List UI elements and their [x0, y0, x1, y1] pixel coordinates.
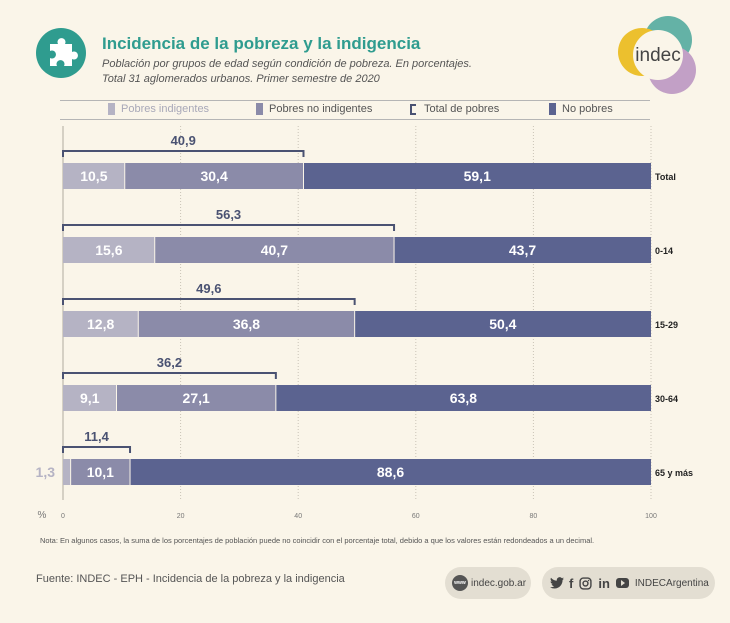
- total-label: 56,3: [216, 207, 241, 222]
- website-link[interactable]: www indec.gob.ar: [445, 567, 531, 599]
- total-bracket: [62, 150, 305, 157]
- data-label: 12,8: [87, 316, 114, 332]
- legend-label: Total de pobres: [424, 103, 500, 115]
- legend-label: Pobres no indigentes: [269, 103, 373, 115]
- data-label: 63,8: [450, 390, 477, 406]
- total-bracket: [62, 446, 132, 453]
- bar-segment: [63, 237, 155, 263]
- facebook-icon[interactable]: f: [569, 575, 574, 591]
- chart-subtitle-2: Total 31 aglomerados urbanos. Primer sem…: [102, 73, 380, 85]
- legend-item-total-pobres: Total de pobres: [410, 103, 499, 115]
- bar-segment: [130, 459, 652, 485]
- data-label: 36,8: [233, 316, 260, 332]
- x-axis-label: %: [38, 510, 47, 521]
- total-label: 49,6: [196, 281, 221, 296]
- bracket-icon: [410, 103, 416, 115]
- data-label: 50,4: [489, 316, 516, 332]
- total-label: 11,4: [84, 429, 109, 444]
- legend-item-indigentes: Pobres indigentes: [108, 103, 209, 115]
- data-label: 27,1: [183, 390, 210, 406]
- bar-segment: [63, 163, 125, 189]
- total-bracket: [62, 372, 277, 379]
- category-label: 30-64: [655, 394, 678, 404]
- bar-segment: [63, 311, 139, 337]
- x-tick-label: 100: [645, 513, 657, 520]
- bar-chart: 0 20 40 60 80 100% 10,5 30,4 59,1 Total 40,9 15,6 40…: [36, 126, 693, 521]
- header: Incidencia de la pobreza y la indigencia…: [34, 26, 694, 96]
- bar-segment: [138, 311, 355, 337]
- indec-logo: indec: [616, 16, 702, 96]
- bar-segment: [354, 311, 651, 337]
- category-label: 15-29: [655, 320, 678, 330]
- social-links[interactable]: f in INDECArgentina: [542, 567, 715, 599]
- data-label: 30,4: [200, 168, 227, 184]
- twitter-icon[interactable]: [550, 577, 564, 589]
- legend-item-no-indigentes: Pobres no indigentes: [256, 103, 372, 115]
- x-tick-label: 80: [530, 513, 538, 520]
- linkedin-icon[interactable]: in: [598, 575, 610, 591]
- data-label: 40,7: [261, 242, 288, 258]
- chart-subtitle: Población por grupos de edad según condi…: [102, 58, 472, 70]
- data-label: 9,1: [80, 390, 100, 406]
- category-label: 65 y más: [655, 468, 693, 478]
- total-label: 40,9: [171, 133, 196, 148]
- x-tick-label: 60: [412, 513, 420, 520]
- social-handle: INDECArgentina: [634, 577, 709, 589]
- legend-swatch: [108, 103, 115, 115]
- logo-wordmark: indec: [635, 45, 680, 66]
- x-tick-label: 20: [177, 513, 185, 520]
- chart-title: Incidencia de la pobreza y la indigencia: [102, 34, 421, 53]
- data-label: 1,3: [36, 464, 56, 480]
- data-label: 10,5: [80, 168, 107, 184]
- globe-icon: www: [452, 575, 468, 591]
- total-bracket: [62, 224, 396, 231]
- puzzle-icon: [36, 28, 86, 78]
- bar-segment: [303, 163, 651, 189]
- data-label: 15,6: [95, 242, 122, 258]
- website-label: indec.gob.ar: [471, 577, 527, 589]
- legend-swatch: [256, 103, 263, 115]
- bar-segment: [275, 385, 651, 411]
- data-label: 88,6: [377, 464, 404, 480]
- category-label: Total: [655, 172, 676, 182]
- category-label: 0-14: [655, 246, 673, 256]
- x-tick-label: 0: [61, 513, 65, 520]
- bar-segment: [116, 385, 276, 411]
- legend-item-no-pobres: No pobres: [549, 103, 613, 115]
- data-label: 10,1: [87, 464, 114, 480]
- legend-label: Pobres indigentes: [121, 103, 210, 115]
- source-text: Fuente: INDEC - EPH - Incidencia de la p…: [36, 573, 345, 585]
- data-label: 59,1: [464, 168, 491, 184]
- instagram-icon[interactable]: [579, 576, 592, 590]
- legend-label: No pobres: [562, 103, 613, 115]
- bar-segment: [124, 163, 304, 189]
- total-bracket: [62, 298, 356, 305]
- youtube-icon[interactable]: [615, 578, 629, 588]
- chart-legend: Pobres indigentes Pobres no indigentes T…: [60, 100, 650, 120]
- bar-segment: [63, 459, 71, 485]
- bar-segment: [70, 459, 131, 485]
- bar-segment: [63, 385, 117, 411]
- bar-segment: [154, 237, 395, 263]
- legend-swatch: [549, 103, 556, 115]
- bar-segment: [394, 237, 651, 263]
- footnote: Nota: En algunos casos, la suma de los p…: [40, 536, 595, 545]
- total-label: 36,2: [157, 355, 182, 370]
- data-label: 43,7: [509, 242, 536, 258]
- x-tick-label: 40: [294, 513, 302, 520]
